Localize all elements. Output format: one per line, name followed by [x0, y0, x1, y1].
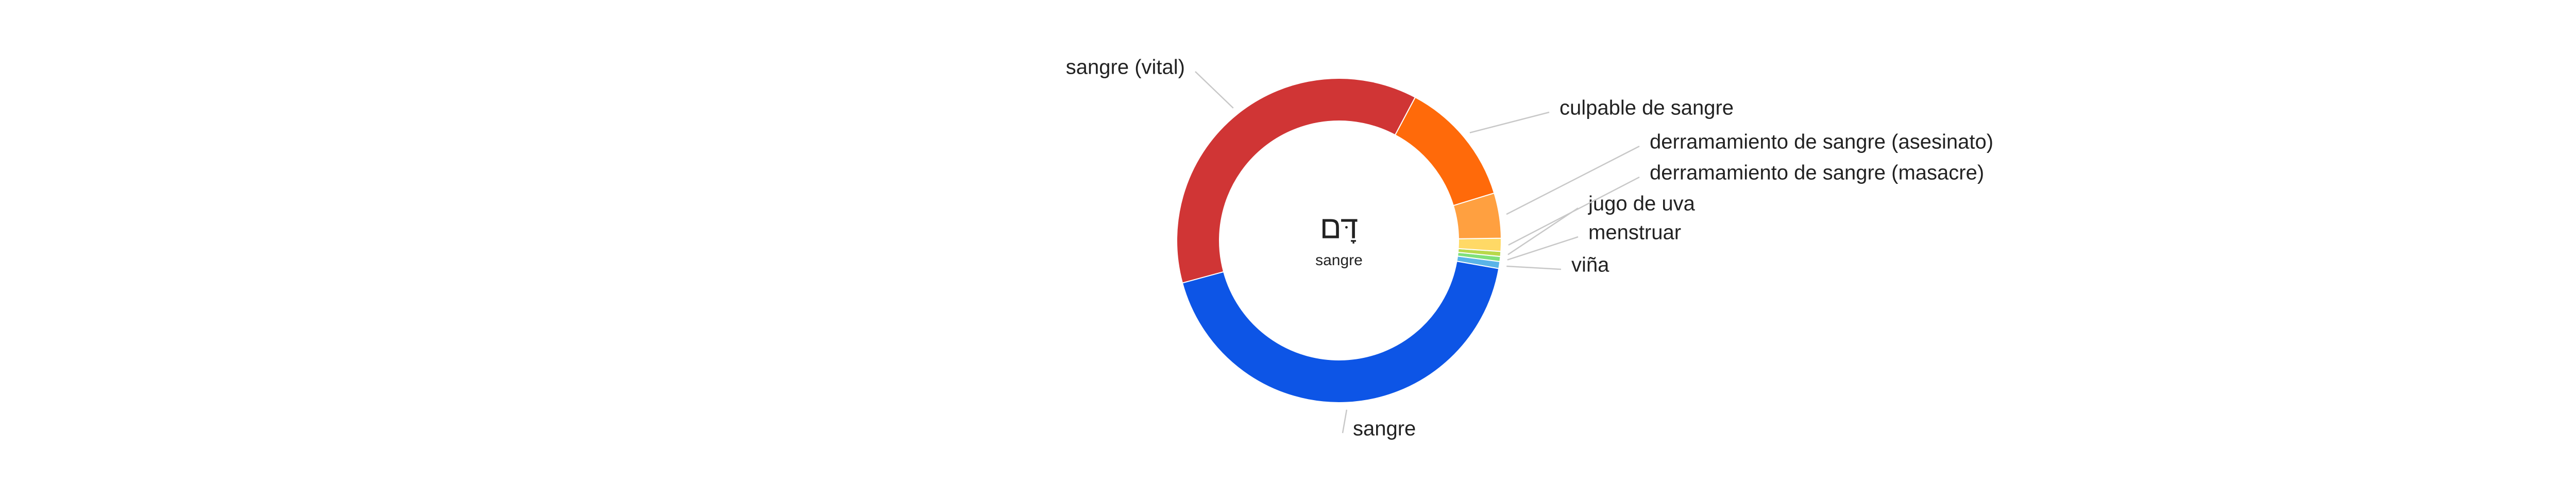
- slice-label: culpable de sangre: [1560, 97, 1734, 119]
- leader-line: [1195, 71, 1234, 109]
- leader-line: [1506, 145, 1640, 215]
- leader-line: [1507, 207, 1579, 255]
- chart-title: דָּם: [1320, 210, 1359, 245]
- leader-line: [1469, 111, 1550, 133]
- leader-line: [1508, 176, 1640, 246]
- slice-label: derramamiento de sangre (masacre): [1650, 162, 1984, 184]
- slice-label: derramamiento de sangre (asesinato): [1650, 131, 1993, 153]
- slice: [1176, 78, 1416, 284]
- slice: [1452, 192, 1502, 239]
- slice: [1458, 237, 1502, 252]
- slice: [1394, 96, 1495, 206]
- slice-label: sangre: [1353, 418, 1416, 440]
- slice-label: viña: [1571, 254, 1609, 277]
- leader-line: [1506, 265, 1562, 270]
- chart-subtitle: sangre: [1315, 252, 1363, 269]
- slice-label: sangre (vital): [1066, 56, 1185, 79]
- slice-label: jugo de uva: [1588, 193, 1696, 215]
- slice: [1181, 261, 1500, 403]
- leader-line: [1507, 236, 1579, 261]
- slice-label: menstruar: [1588, 221, 1681, 244]
- leader-line: [1342, 409, 1348, 434]
